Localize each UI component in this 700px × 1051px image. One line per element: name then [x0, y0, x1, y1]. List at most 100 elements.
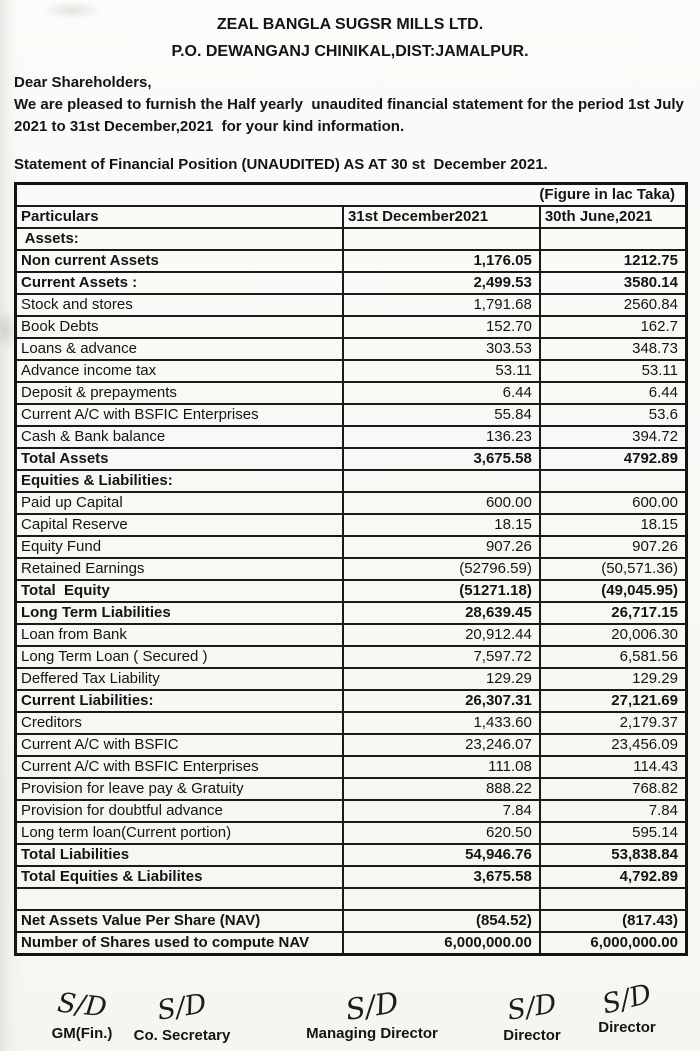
value-june-2021: 7.84 — [538, 799, 688, 823]
value-december-2021: 3,675.58 — [341, 447, 541, 471]
column-header-particulars: Particulars — [14, 205, 344, 229]
value-june-2021: 595.14 — [538, 821, 688, 845]
row-label: Non current Assets — [14, 249, 344, 273]
row-label: Loans & advance — [14, 337, 344, 361]
value-december-2021: 111.08 — [341, 755, 541, 779]
row-label: Stock and stores — [14, 293, 344, 317]
table-row: Non current Assets 1,176.05 1212.75 — [14, 249, 688, 273]
document-header: ZEAL BANGLA SUGSR MILLS LTD. P.O. DEWANG… — [0, 0, 700, 62]
row-label: Capital Reserve — [14, 513, 344, 537]
table-row: Loan from Bank 20,912.44 20,006.30 — [14, 623, 688, 647]
company-address: P.O. DEWANGANJ CHINIKAL,DIST:JAMALPUR. — [171, 43, 529, 60]
value-december-2021: 136.23 — [341, 425, 541, 449]
signature-title: Co. Secretary — [133, 1027, 231, 1044]
company-name: ZEAL BANGLA SUGSR MILLS LTD. — [216, 16, 484, 33]
table-row: Deposit & prepayments 6.44 6.44 — [14, 381, 688, 405]
value-december-2021: 620.50 — [341, 821, 541, 845]
table-row: Total Equities & Liabilites 3,675.58 4,792… — [14, 865, 688, 889]
table-row: Total Liabilities 54,946.76 53,838.84 — [14, 843, 688, 867]
table-row: Current Liabilities: 26,307.31 27,121.69 — [14, 689, 688, 713]
table-row: Deffered Tax Liability 129.29 129.29 — [14, 667, 688, 691]
table-row: Current Assets :2,499.53 3580.14 — [14, 271, 688, 295]
row-label: Total Equity — [14, 579, 344, 603]
row-label: Deffered Tax Liability — [14, 667, 344, 691]
table-row: Book Debts 152.70 162.7 — [14, 315, 688, 339]
table-row: Long term loan(Current portion) 620.50 595… — [14, 821, 688, 845]
table-row: Creditors 1,433.60 2,179.37 — [14, 711, 688, 735]
value-june-2021: 907.26 — [538, 535, 688, 559]
salutation: Dear Shareholders, — [14, 74, 152, 91]
value-june-2021: 53.6 — [538, 403, 688, 427]
statement-title: Statement of Financial Position (UNAUDIT… — [14, 156, 548, 173]
signature-title: GM(Fin.) — [51, 1025, 113, 1042]
unit-note: (Figure in lac Taka) — [14, 182, 688, 207]
table-row: Provision for leave pay & Gratuity 888.22… — [14, 777, 688, 801]
row-label: Paid up Capital — [14, 491, 344, 515]
value-june-2021: 6,581.56 — [538, 645, 688, 669]
table-row: Long Term Liabilities 28,639.45 26,717.15 — [14, 601, 688, 625]
table-row: Cash & Bank balance 136.23 394.72 — [14, 425, 688, 449]
value-december-2021: 600.00 — [341, 491, 541, 515]
value-december-2021: 152.70 — [341, 315, 541, 339]
table-row: Current A/C with BSFIC 23,246.07 23,456.09 — [14, 733, 688, 757]
value-december-2021: 18.15 — [341, 513, 541, 537]
value-june-2021: (817.43) — [538, 909, 688, 933]
value-december-2021: 26,307.31 — [341, 689, 541, 713]
value-june-2021: 348.73 — [538, 337, 688, 361]
value-june-2021: 3580.14 — [538, 271, 688, 295]
value-december-2021: 20,912.44 — [341, 623, 541, 647]
value-december-2021: 53.11 — [341, 359, 541, 383]
signature-block-director-2: S/D Director — [585, 979, 669, 1036]
value-june-2021: 53.11 — [538, 359, 688, 383]
unit-note-row: (Figure in lac Taka) — [14, 182, 688, 207]
table-row: Equities & Liabilities: — [14, 469, 688, 493]
row-label: Assets: — [14, 227, 344, 251]
value-june-2021: 1212.75 — [538, 249, 688, 273]
value-december-2021: 888.22 — [341, 777, 541, 801]
table-row: Net Assets Value Per Share (NAV) (854.52)… — [14, 909, 688, 933]
value-june-2021: 129.29 — [538, 667, 688, 691]
value-june-2021: 2560.84 — [538, 293, 688, 317]
letter-body-line-2: 2021 to 31st December,2021 for your kind… — [14, 118, 405, 135]
value-june-2021: 27,121.69 — [538, 689, 688, 713]
table-row: Stock and stores 1,791.68 2560.84 — [14, 293, 688, 317]
row-label: Current A/C with BSFIC Enterprises — [14, 403, 344, 427]
value-june-2021: 768.82 — [538, 777, 688, 801]
value-december-2021: 1,791.68 — [341, 293, 541, 317]
row-label: Current A/C with BSFIC Enterprises — [14, 755, 344, 779]
value-december-2021: 23,246.07 — [341, 733, 541, 757]
handwritten-signature-mark: S/D — [155, 988, 209, 1027]
value-june-2021: 20,006.30 — [538, 623, 688, 647]
value-june-2021: 2,179.37 — [538, 711, 688, 735]
row-label: Equities & Liabilities: — [14, 469, 344, 493]
table-row: Assets: — [14, 227, 688, 251]
table-row: Retained Earnings (52796.59) (50,571.36) — [14, 557, 688, 581]
handwritten-signature-mark: S/D — [55, 987, 109, 1024]
table-row: Advance income tax 53.11 53.11 — [14, 359, 688, 383]
value-june-2021 — [538, 887, 688, 911]
signature-block-managing-director: S/D Managing Director — [296, 985, 448, 1042]
value-june-2021: (50,571.36) — [538, 557, 688, 581]
handwritten-signature-mark: S/D — [599, 978, 655, 1021]
table-row: Equity Fund 907.26 907.26 — [14, 535, 688, 559]
value-december-2021: 129.29 — [341, 667, 541, 691]
value-june-2021: 394.72 — [538, 425, 688, 449]
shareholder-letter: Dear Shareholders, We are pleased to fur… — [14, 72, 686, 138]
value-december-2021: 3,675.58 — [341, 865, 541, 889]
value-december-2021: 6.44 — [341, 381, 541, 405]
table-row: Loans & advance 303.53 348.73 — [14, 337, 688, 361]
value-december-2021: (51271.18) — [341, 579, 541, 603]
value-june-2021: 53,838.84 — [538, 843, 688, 867]
signature-block-co-secretary: S/D Co. Secretary — [130, 988, 234, 1044]
row-label: Total Assets — [14, 447, 344, 471]
table-row: Capital Reserve 18.15 18.15 — [14, 513, 688, 537]
row-label: Current A/C with BSFIC — [14, 733, 344, 757]
table-row: Paid up Capital 600.00 600.00 — [14, 491, 688, 515]
signature-block-director-1: S/D Director — [490, 988, 574, 1044]
table-row: Long Term Loan ( Secured ) 7,597.72 6,581.… — [14, 645, 688, 669]
row-label: Provision for leave pay & Gratuity — [14, 777, 344, 801]
value-december-2021: 907.26 — [341, 535, 541, 559]
row-label: Deposit & prepayments — [14, 381, 344, 405]
value-december-2021 — [341, 227, 541, 251]
